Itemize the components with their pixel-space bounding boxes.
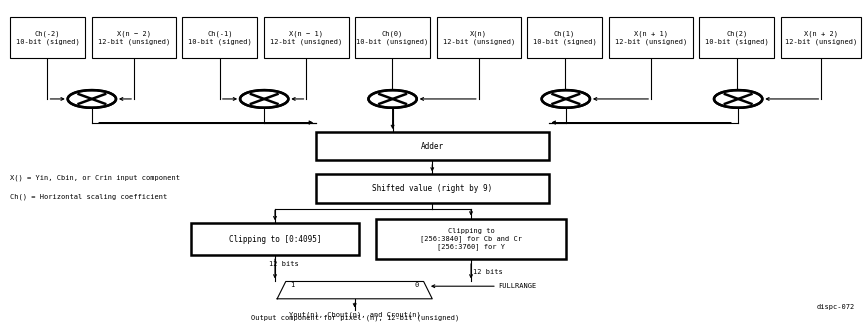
FancyBboxPatch shape	[316, 132, 549, 160]
Text: 12 bits: 12 bits	[269, 261, 299, 267]
Text: 0: 0	[415, 282, 419, 288]
FancyBboxPatch shape	[437, 17, 521, 58]
Circle shape	[369, 90, 417, 108]
FancyBboxPatch shape	[355, 17, 430, 58]
Circle shape	[542, 90, 590, 108]
FancyBboxPatch shape	[376, 219, 566, 259]
Text: Ch(0)
10-bit (unsigned): Ch(0) 10-bit (unsigned)	[356, 31, 428, 45]
Text: Clipping to [0:4095]: Clipping to [0:4095]	[229, 234, 321, 244]
Text: dispc-072: dispc-072	[816, 304, 854, 310]
FancyBboxPatch shape	[609, 17, 694, 58]
Circle shape	[68, 90, 116, 108]
Text: 12 bits: 12 bits	[473, 269, 503, 275]
Text: Yout(n), Cbout(n), and Crout(n): Yout(n), Cbout(n), and Crout(n)	[289, 312, 421, 318]
Text: 1: 1	[291, 282, 295, 288]
FancyBboxPatch shape	[527, 17, 602, 58]
Text: Ch(2)
10-bit (signed): Ch(2) 10-bit (signed)	[705, 31, 769, 45]
Text: FULLRANGE: FULLRANGE	[498, 283, 536, 289]
Text: X(n + 2)
12-bit (unsigned): X(n + 2) 12-bit (unsigned)	[786, 31, 858, 45]
Text: Ch(-2)
10-bit (signed): Ch(-2) 10-bit (signed)	[16, 31, 79, 45]
Text: X(n)
12-bit (unsigned): X(n) 12-bit (unsigned)	[443, 31, 515, 45]
Text: X(n + 1)
12-bit (unsigned): X(n + 1) 12-bit (unsigned)	[615, 31, 687, 45]
Circle shape	[240, 90, 288, 108]
Text: X() = Yin, Cbin, or Crin input component: X() = Yin, Cbin, or Crin input component	[10, 174, 180, 181]
FancyBboxPatch shape	[781, 17, 861, 58]
FancyBboxPatch shape	[182, 17, 257, 58]
Text: Ch(1)
10-bit (signed): Ch(1) 10-bit (signed)	[533, 31, 596, 45]
Text: Adder: Adder	[421, 142, 444, 151]
Text: Ch() = Horizontal scaling coefficient: Ch() = Horizontal scaling coefficient	[10, 193, 168, 200]
FancyBboxPatch shape	[316, 174, 549, 203]
Text: X(n − 2)
12-bit (unsigned): X(n − 2) 12-bit (unsigned)	[98, 31, 170, 45]
FancyBboxPatch shape	[700, 17, 774, 58]
Circle shape	[714, 90, 762, 108]
Text: Ch(-1)
10-bit (signed): Ch(-1) 10-bit (signed)	[188, 31, 252, 45]
FancyBboxPatch shape	[92, 17, 176, 58]
Text: Output component for pixel (n), 12-bit (unsigned): Output component for pixel (n), 12-bit (…	[251, 315, 459, 321]
Text: X(n − 1)
12-bit (unsigned): X(n − 1) 12-bit (unsigned)	[270, 31, 343, 45]
FancyBboxPatch shape	[264, 17, 349, 58]
Polygon shape	[277, 281, 432, 299]
FancyBboxPatch shape	[191, 223, 359, 255]
Text: Shifted value (right by 9): Shifted value (right by 9)	[372, 184, 492, 193]
Text: Clipping to
[256:3840] for Cb and Cr
[256:3760] for Y: Clipping to [256:3840] for Cb and Cr [25…	[420, 228, 522, 250]
FancyBboxPatch shape	[10, 17, 85, 58]
